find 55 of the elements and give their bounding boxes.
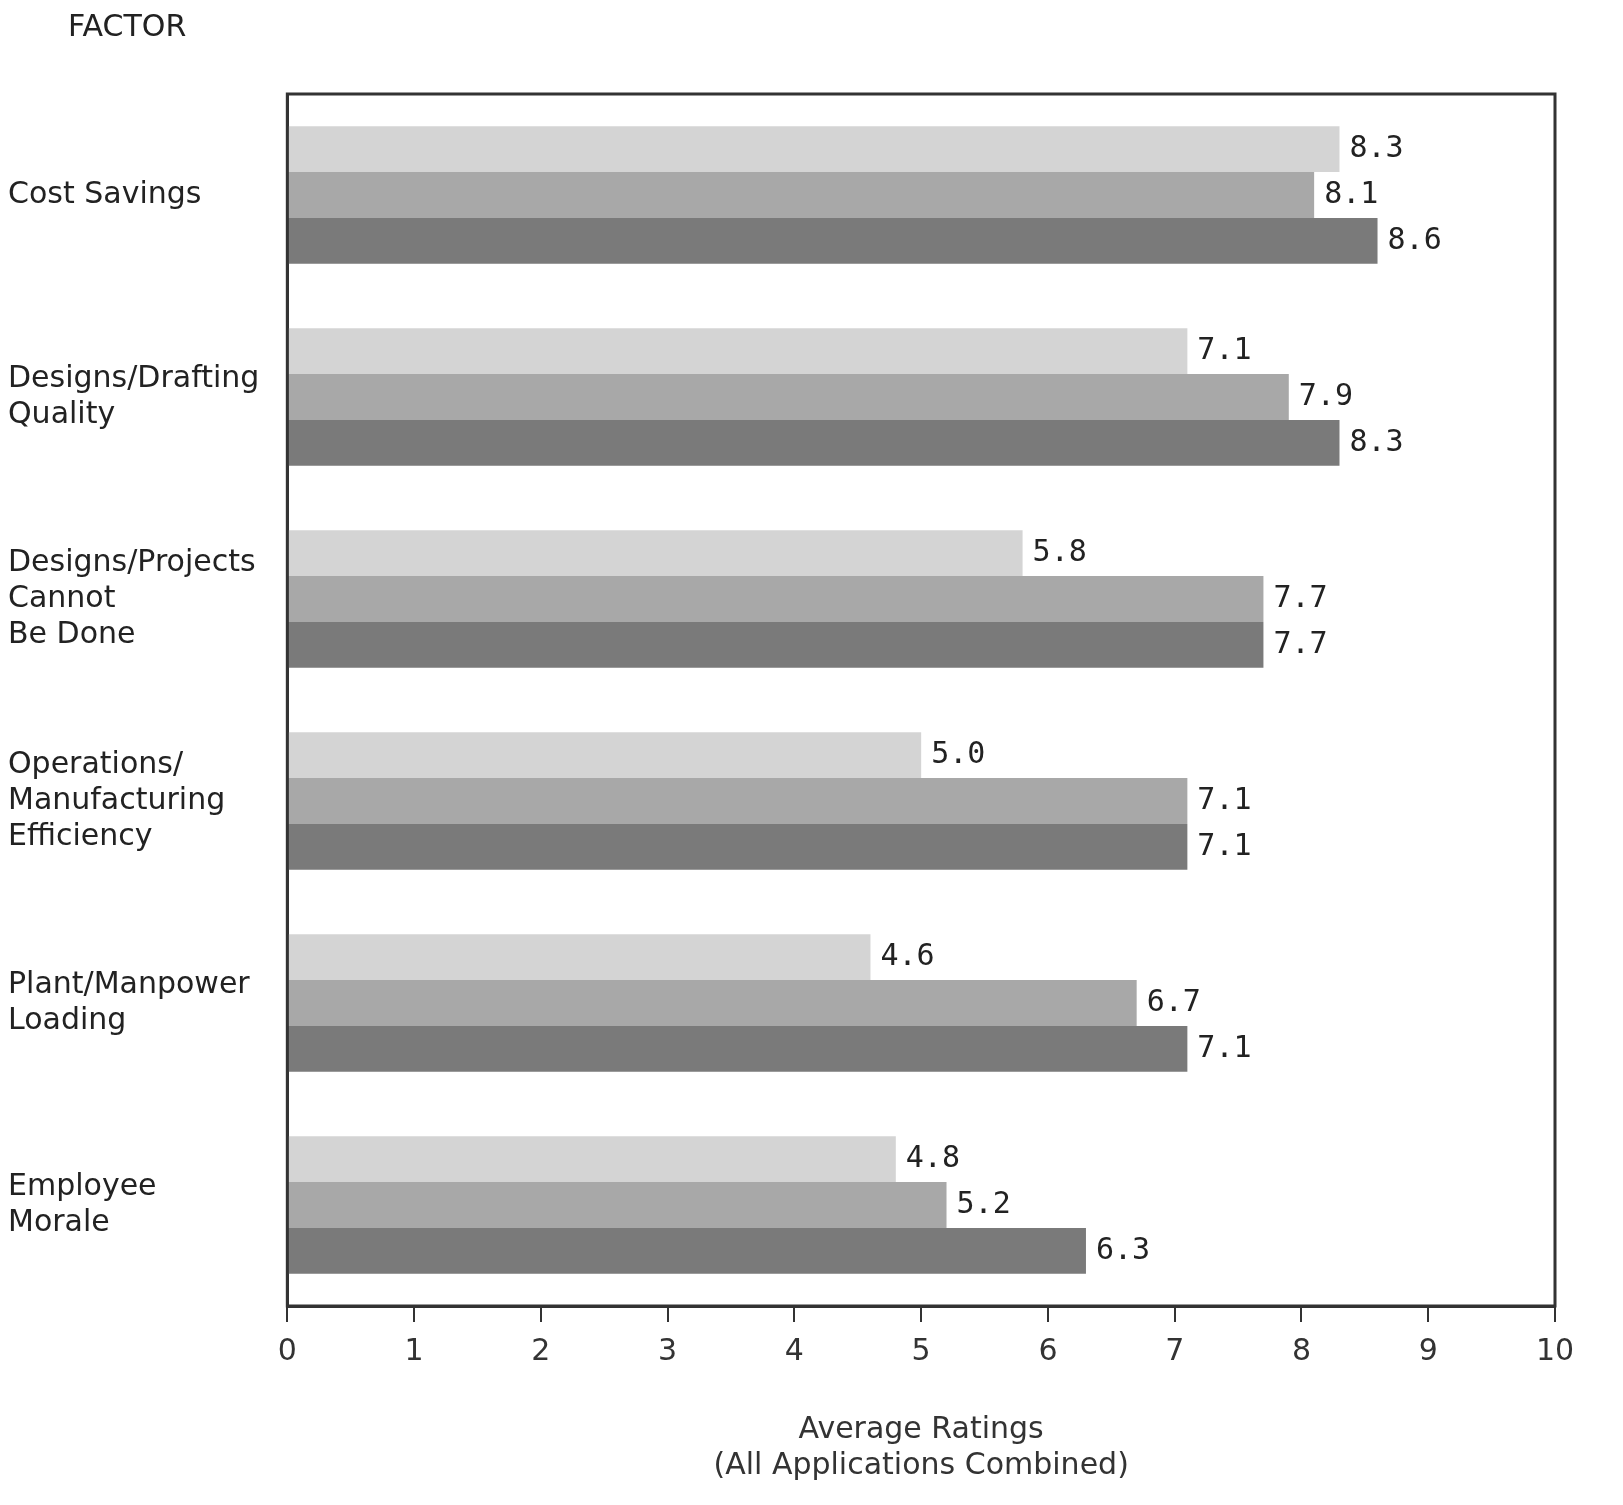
- y-tick-label: Operations/ Manufacturing Efficiency: [8, 744, 226, 852]
- data-label: 7.7: [1273, 578, 1328, 614]
- data-label: 7.1: [1197, 331, 1252, 367]
- data-label: 5.8: [1032, 533, 1087, 569]
- x-tick-label: 2: [531, 1331, 551, 1367]
- data-label: 6.7: [1146, 982, 1201, 1018]
- data-label: 4.8: [905, 1139, 960, 1175]
- bar: [288, 1025, 1188, 1072]
- data-label: 8.6: [1387, 220, 1442, 256]
- x-tick-label: 7: [1165, 1331, 1185, 1367]
- data-label: 8.1: [1324, 174, 1379, 210]
- x-axis-title: Average Ratings (All Applications Combined): [713, 1409, 1129, 1481]
- data-label: 5.0: [931, 735, 986, 771]
- bar: [288, 172, 1315, 218]
- bar: [288, 126, 1340, 173]
- x-tick-label: 0: [277, 1331, 297, 1367]
- y-tick-label: Plant/Manpower Loading: [8, 964, 251, 1036]
- bar: [288, 778, 1188, 824]
- x-tick-label: 8: [1291, 1331, 1312, 1367]
- bar: [288, 1227, 1086, 1274]
- y-axis-title: FACTOR: [68, 8, 187, 43]
- data-label: 7.1: [1197, 780, 1252, 816]
- x-tick-label: 1: [404, 1331, 424, 1367]
- x-tick-label: 5: [911, 1331, 931, 1367]
- y-tick-label: Employee Morale: [8, 1166, 157, 1238]
- bar: [288, 1182, 947, 1228]
- data-label: 4.6: [880, 937, 935, 973]
- bar: [288, 419, 1340, 466]
- data-label: 7.9: [1298, 376, 1353, 412]
- data-label: 8.3: [1349, 129, 1404, 165]
- y-tick-label: Cost Savings: [8, 174, 202, 210]
- x-tick-label: 4: [784, 1331, 804, 1367]
- x-tick-label: 10: [1535, 1331, 1575, 1367]
- x-tick-label: 3: [658, 1331, 678, 1367]
- y-tick-label: Designs/Projects Cannot Be Done: [8, 542, 256, 650]
- bar: [288, 980, 1137, 1026]
- data-label: 7.1: [1197, 826, 1252, 862]
- x-tick-label: 9: [1418, 1331, 1438, 1367]
- bar: [288, 328, 1188, 375]
- data-label: 5.2: [956, 1184, 1011, 1220]
- bar: [288, 217, 1378, 264]
- bar: [288, 1136, 896, 1183]
- data-label: 7.1: [1197, 1028, 1252, 1064]
- bar: [288, 823, 1188, 870]
- x-tick-label: 6: [1038, 1331, 1058, 1367]
- data-label: 8.3: [1349, 422, 1404, 458]
- bar: [288, 621, 1264, 668]
- bar: [288, 374, 1289, 420]
- bar: [288, 934, 871, 981]
- data-label: 7.7: [1273, 624, 1328, 660]
- data-label: 6.3: [1095, 1230, 1151, 1266]
- bar: [288, 576, 1264, 622]
- bar: [288, 530, 1023, 577]
- y-tick-label: Designs/Drafting Quality: [8, 358, 260, 430]
- bar: [288, 732, 922, 779]
